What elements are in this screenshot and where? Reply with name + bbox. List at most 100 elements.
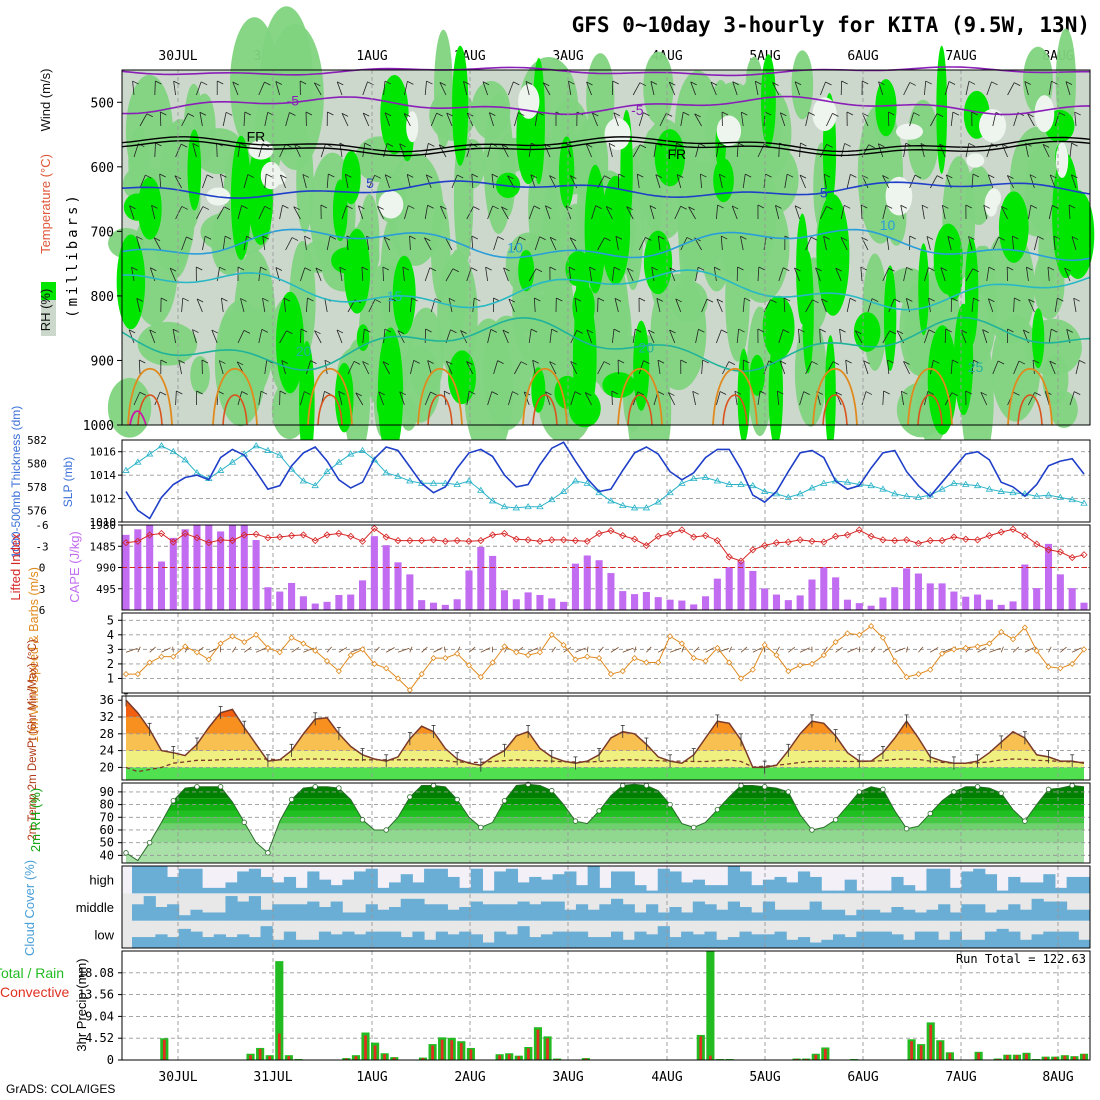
wind-barb-flag: [812, 299, 819, 304]
rh-high-blob: [518, 249, 535, 292]
wind-barb: [444, 646, 446, 653]
wind-barb: [947, 236, 952, 251]
rh-point: [501, 798, 508, 804]
cloud-bar: [868, 890, 881, 894]
wind-barb: [1054, 298, 1058, 313]
wind-barb: [886, 236, 890, 251]
rh-point: [312, 784, 318, 790]
cloud-bar: [646, 934, 659, 948]
wind-barb: [676, 174, 682, 189]
precip-tick-label: 13.56: [78, 988, 114, 1002]
wind-barb-flag: [424, 237, 431, 242]
li-point: [382, 533, 390, 541]
rh-high-blob: [883, 265, 897, 371]
wind-barb-flag: [501, 206, 508, 211]
cape-bar: [867, 605, 875, 610]
wind-barb-flag: [835, 267, 842, 272]
wind-barb: [992, 237, 999, 251]
wind-barb: [732, 81, 738, 96]
wind-barb: [1068, 205, 1071, 220]
thickness-point: [701, 473, 710, 480]
wind-barb-flag: [1030, 204, 1038, 209]
wind-speed-point: [856, 631, 863, 638]
panel-frame: [121, 950, 1091, 1061]
thickness-point: [370, 456, 379, 463]
wind-barb-flag: [702, 359, 709, 364]
cloud-bar: [1054, 901, 1068, 921]
wind-barb-flag: [604, 237, 611, 242]
cape-bar: [1044, 543, 1053, 610]
cloud-bar: [903, 885, 916, 894]
wind-speed-point: [158, 653, 165, 660]
thickness-point: [1080, 499, 1088, 506]
wind-barb-flag: [425, 328, 432, 333]
wind-barb-flag: [794, 205, 802, 210]
convective-bar: [354, 1056, 358, 1060]
wind-barb: [835, 267, 842, 282]
wind-speed-point: [335, 668, 342, 675]
wind-barb-flag: [534, 297, 541, 302]
wind-barb: [545, 205, 551, 220]
wind-barb-flag: [782, 329, 790, 334]
wind-barb: [549, 361, 557, 375]
wind-barb-flag: [397, 330, 405, 334]
cloud-bar: [435, 904, 448, 921]
convective-bar: [536, 1029, 540, 1060]
wind-barb: [501, 144, 509, 158]
cloud-bar: [213, 934, 226, 948]
wind-barb: [928, 298, 931, 313]
wind-barb-flag: [626, 206, 633, 211]
wind-barb-flag: [490, 329, 498, 333]
wind-barb-flag: [1049, 360, 1056, 365]
wind-barb-flag: [741, 111, 748, 116]
wind-barb: [1065, 81, 1071, 96]
wind-speed-point: [371, 660, 378, 667]
wind-barb: [944, 81, 950, 96]
wind-barb-flag: [586, 81, 593, 86]
li-point: [784, 538, 792, 546]
li-point: [205, 539, 213, 547]
wind-barb-flag: [443, 390, 451, 395]
li-point: [607, 527, 615, 535]
cloud-bar: [178, 928, 191, 948]
wind-barb: [446, 112, 453, 127]
wind-speed-point: [560, 641, 567, 649]
cape-bar: [654, 597, 662, 610]
cloud-bar: [132, 937, 145, 948]
wind-barb-flag: [745, 173, 752, 178]
cloud-bar: [809, 901, 822, 921]
wind-barb: [406, 174, 411, 189]
panel-frame: [121, 612, 1091, 694]
wind-barb: [181, 236, 187, 251]
wind-speed-point: [465, 662, 473, 669]
cape-bar: [489, 555, 497, 610]
wind-speed-point: [1033, 647, 1040, 654]
wind-barb: [622, 647, 634, 653]
li-point: [1009, 525, 1017, 533]
isotherm-label: -5: [631, 102, 644, 118]
wind-barb: [941, 205, 946, 220]
wind-barb-flag: [382, 266, 390, 271]
rh-low-blob: [986, 188, 1002, 208]
wind-barb-flag: [261, 328, 269, 333]
wind-barb-flag: [471, 235, 478, 240]
cloud-bar: [961, 871, 974, 894]
wind-barb: [638, 360, 644, 375]
wind-barb-flag: [1066, 329, 1073, 333]
rh-high-blob: [936, 45, 948, 174]
wind-barb: [632, 82, 641, 96]
wind-barb-flag: [909, 82, 916, 86]
wind-barb-flag: [151, 205, 158, 209]
wind-barb-flag: [927, 391, 934, 395]
wind-barb: [300, 328, 302, 344]
surface-isotherm: [522, 367, 568, 426]
convective-bar: [431, 1045, 434, 1060]
cloud-bar: [751, 934, 764, 948]
isotherm-line: [121, 95, 1091, 116]
wind-barb: [361, 267, 364, 282]
li-point: [583, 537, 591, 545]
wind-barb: [285, 237, 293, 251]
cloud-bar: [225, 937, 238, 948]
wind-barb-flag: [200, 81, 208, 86]
wind-speed-point: [998, 628, 1005, 635]
